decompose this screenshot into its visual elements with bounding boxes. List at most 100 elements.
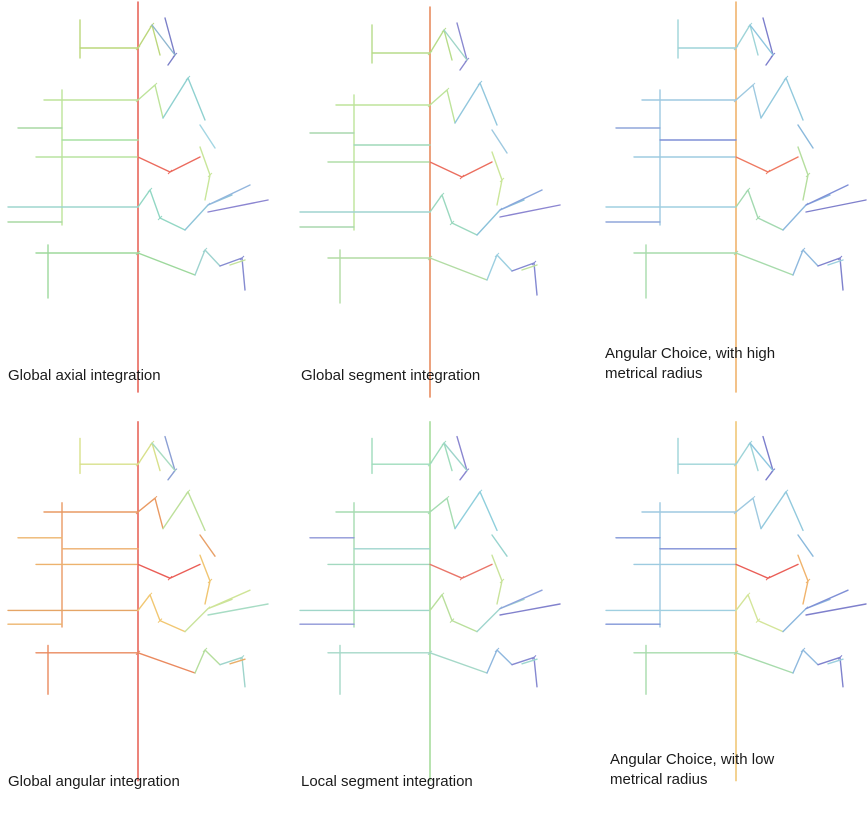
joint-tick-5-1 bbox=[750, 82, 756, 88]
axial-line-a-1 bbox=[677, 24, 759, 56]
axial-line-b-4 bbox=[151, 442, 176, 472]
joint-tick-23-0 bbox=[531, 260, 537, 266]
joint-tick-20-0 bbox=[427, 650, 433, 656]
joint-tick-7-0 bbox=[185, 489, 191, 495]
joint-tick-1-0 bbox=[427, 50, 433, 56]
axial-line-o-19 bbox=[805, 603, 867, 616]
axial-line-l-16 bbox=[429, 594, 478, 633]
axial-line-b-4 bbox=[443, 442, 468, 472]
joint-tick-23-0 bbox=[531, 655, 537, 660]
joint-tick-20-0 bbox=[733, 250, 739, 256]
joint-tick-20-0 bbox=[135, 250, 141, 256]
axial-line-i-12 bbox=[429, 161, 493, 178]
axial-line-a-1 bbox=[79, 442, 161, 472]
axial-line-q-24 bbox=[827, 658, 844, 665]
joint-tick-5-0 bbox=[135, 509, 141, 515]
panel-caption: Global axial integration bbox=[8, 367, 161, 384]
joint-tick-23-0 bbox=[837, 655, 843, 660]
axial-line-r-22 bbox=[792, 649, 819, 674]
axial-line-d-5 bbox=[335, 497, 456, 530]
axial-line-q-24 bbox=[521, 264, 538, 271]
axial-line-g-10 bbox=[199, 534, 216, 557]
joint-tick-16-0 bbox=[745, 187, 751, 193]
axial-line-j-13 bbox=[491, 151, 503, 206]
joint-tick-7-0 bbox=[783, 489, 789, 495]
joint-tick-7-0 bbox=[477, 489, 483, 495]
axial-line-n-18 bbox=[499, 589, 543, 610]
joint-tick-12-0 bbox=[459, 174, 465, 180]
panel-local-segment-integration: Local segment integration bbox=[292, 420, 581, 820]
axial-line-d-5 bbox=[641, 84, 762, 119]
axial-map-global-angular-integration bbox=[7, 420, 269, 782]
axial-line-b-4 bbox=[749, 442, 774, 472]
joint-tick-7-0 bbox=[477, 80, 483, 86]
axial-line-j-13 bbox=[491, 554, 503, 605]
axial-line-l-16 bbox=[735, 189, 784, 231]
axial-line-c-3 bbox=[762, 435, 774, 481]
axial-line-g-10 bbox=[797, 124, 814, 149]
axial-line-i-12 bbox=[137, 563, 201, 579]
axial-line-a-1 bbox=[371, 442, 453, 472]
joint-tick-22-0 bbox=[800, 247, 806, 253]
joint-tick-22-0 bbox=[202, 647, 208, 653]
axial-line-p-20 bbox=[35, 252, 196, 276]
axial-line-b-4 bbox=[749, 24, 774, 56]
joint-tick-5-0 bbox=[427, 102, 433, 108]
joint-tick-16-0 bbox=[147, 187, 153, 193]
panel-caption: Local segment integration bbox=[301, 773, 473, 790]
axial-line-i-12 bbox=[429, 563, 493, 579]
axial-line-n-18 bbox=[805, 589, 849, 610]
axial-line-p-20 bbox=[633, 652, 794, 674]
axial-line-p-20 bbox=[633, 252, 794, 276]
joint-tick-23-0 bbox=[239, 655, 245, 660]
joint-tick-1-0 bbox=[733, 461, 739, 467]
joint-tick-23-0 bbox=[837, 255, 843, 261]
axial-line-c-3 bbox=[164, 17, 176, 66]
joint-tick-16-1 bbox=[157, 618, 163, 623]
axial-line-i-12 bbox=[735, 156, 799, 173]
joint-tick-1-0 bbox=[135, 461, 141, 467]
joint-tick-5-1 bbox=[750, 495, 756, 501]
joint-tick-12-0 bbox=[459, 575, 465, 581]
joint-tick-16-1 bbox=[449, 618, 455, 623]
axial-line-f-7 bbox=[760, 491, 804, 532]
axial-line-f-7 bbox=[454, 491, 498, 532]
joint-tick-5-1 bbox=[152, 495, 158, 501]
joint-tick-13-0 bbox=[805, 578, 811, 584]
joint-tick-16-0 bbox=[147, 592, 153, 598]
panel-caption: Global angular integration bbox=[8, 773, 180, 790]
axial-line-q-24 bbox=[521, 658, 538, 665]
joint-tick-16-0 bbox=[745, 592, 751, 598]
axial-line-l-16 bbox=[429, 194, 478, 236]
joint-tick-1-0 bbox=[135, 45, 141, 51]
axial-line-f-7 bbox=[454, 82, 498, 126]
joint-tick-5-0 bbox=[427, 509, 433, 515]
axial-map-angular-choice-low-radius bbox=[605, 420, 867, 782]
joint-tick-12-0 bbox=[765, 575, 771, 581]
axial-line-f-7 bbox=[162, 491, 206, 532]
axial-line-c-3 bbox=[456, 22, 468, 71]
axial-line-i-12 bbox=[735, 563, 799, 579]
joint-tick-20-0 bbox=[135, 650, 141, 656]
axial-map-global-segment-integration bbox=[299, 6, 561, 398]
joint-tick-7-0 bbox=[185, 75, 191, 81]
axial-line-o-19 bbox=[499, 204, 561, 218]
joint-tick-13-0 bbox=[499, 578, 505, 584]
axial-line-p-20 bbox=[35, 652, 196, 674]
axial-line-r-22 bbox=[486, 254, 513, 281]
joint-tick-22-0 bbox=[494, 647, 500, 653]
joint-tick-16-1 bbox=[449, 220, 455, 226]
axial-line-q-24 bbox=[229, 259, 246, 266]
joint-tick-5-0 bbox=[733, 509, 739, 515]
joint-tick-22-0 bbox=[494, 252, 500, 258]
axial-line-a-1 bbox=[79, 24, 161, 56]
axial-line-g-10 bbox=[491, 534, 508, 557]
axial-line-d-5 bbox=[641, 497, 762, 530]
axial-line-o-19 bbox=[207, 199, 269, 213]
joint-tick-12-0 bbox=[765, 169, 771, 175]
axial-map-local-segment-integration bbox=[299, 420, 561, 782]
axial-line-o-19 bbox=[207, 603, 269, 616]
axial-line-l-16 bbox=[137, 594, 186, 633]
joint-tick-16-1 bbox=[157, 215, 163, 221]
axial-line-d-5 bbox=[43, 84, 164, 119]
